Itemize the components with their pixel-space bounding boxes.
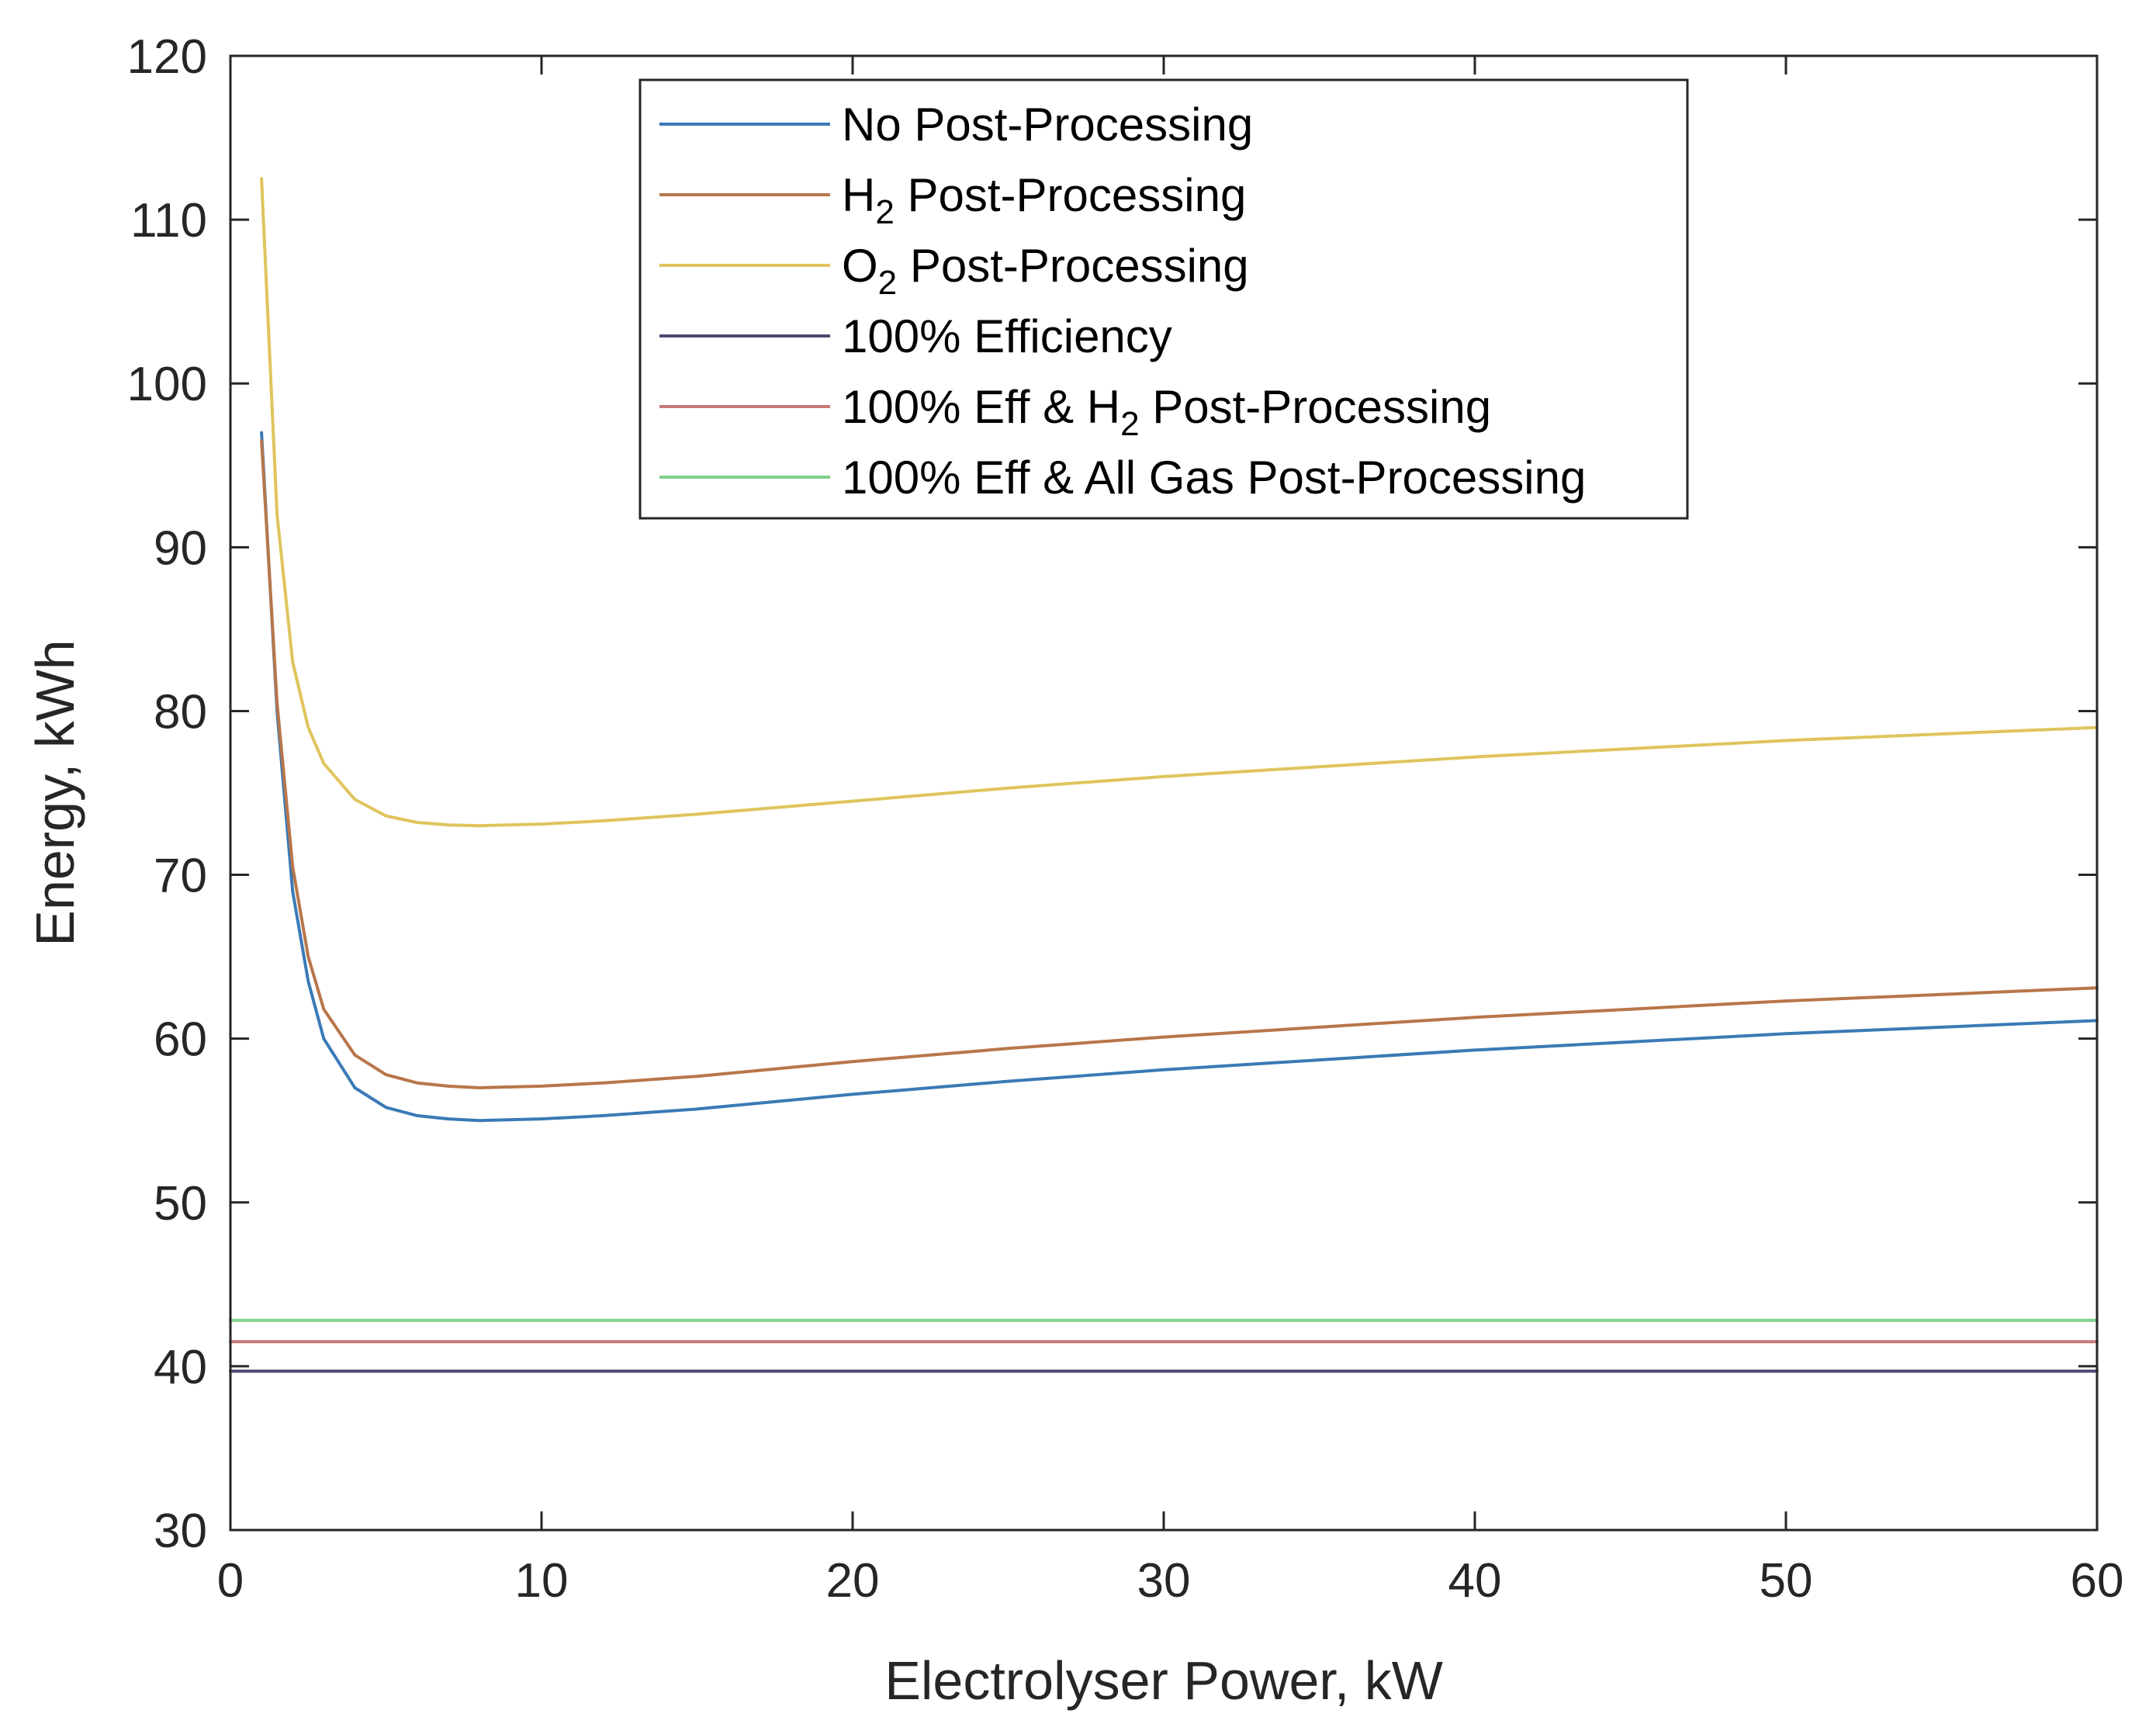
x-tick-label: 20	[826, 1554, 880, 1608]
legend-label-4: 100% Efficiency	[842, 310, 1172, 362]
legend-label-1: No Post-Processing	[842, 99, 1253, 151]
y-tick-label: 80	[154, 685, 207, 739]
y-tick-label: 90	[154, 521, 207, 575]
legend-label-6: 100% Eff & All Gas Post-Processing	[842, 452, 1586, 504]
y-tick-label: 50	[154, 1177, 207, 1231]
legend-label-subscript: 2	[875, 193, 894, 231]
ticks-layer: 0 10 20 30 40 50 60 30 40 50 60 70 80 90 100 110 120	[127, 30, 2124, 1608]
legend-label-text: O	[842, 240, 878, 292]
series-layer	[229, 177, 2099, 1373]
series-line-1	[260, 431, 2099, 1123]
legend-label-subscript: 2	[1120, 405, 1139, 443]
legend-label-text: 100% Efficiency	[842, 310, 1172, 362]
x-tick-label: 10	[515, 1554, 569, 1608]
y-tick-label: 40	[154, 1341, 207, 1394]
series-line-2	[260, 439, 2099, 1089]
legend-label-2: H2 Post-Processing	[842, 169, 1246, 231]
legend-label-text: 100% Eff & All Gas Post-Processing	[842, 452, 1586, 504]
legend-label-text: H	[842, 169, 875, 221]
x-axis-label: Electrolyser Power, kW	[884, 1650, 1443, 1711]
x-tick-label: 50	[1760, 1554, 1813, 1608]
y-tick-label: 60	[154, 1013, 207, 1067]
y-tick-label: 70	[154, 850, 207, 903]
legend-label-text: Post-Processing	[1140, 381, 1492, 433]
legend-label-3: O2 Post-Processing	[842, 240, 1249, 302]
y-axis-label: Energy, kWh	[25, 639, 85, 947]
series-line-3	[260, 177, 2099, 828]
x-tick-label: 0	[217, 1554, 244, 1608]
x-tick-label: 30	[1137, 1554, 1191, 1608]
legend-label-text: Post-Processing	[895, 169, 1247, 221]
legend-label-subscript: 2	[878, 264, 897, 302]
legend-label-text: Post-Processing	[897, 240, 1249, 292]
y-tick-label: 30	[154, 1504, 207, 1558]
x-tick-label: 40	[1448, 1554, 1502, 1608]
y-tick-label: 110	[130, 194, 207, 248]
x-tick-label: 60	[2071, 1554, 2124, 1608]
legend-label-5: 100% Eff & H2 Post-Processing	[842, 381, 1491, 443]
legend-box	[638, 78, 1689, 520]
legend-label-text: 100% Eff & H	[842, 381, 1120, 433]
legend-label-text: No Post-Processing	[842, 99, 1253, 151]
y-tick-label: 100	[127, 358, 207, 411]
y-tick-label: 120	[127, 30, 207, 84]
